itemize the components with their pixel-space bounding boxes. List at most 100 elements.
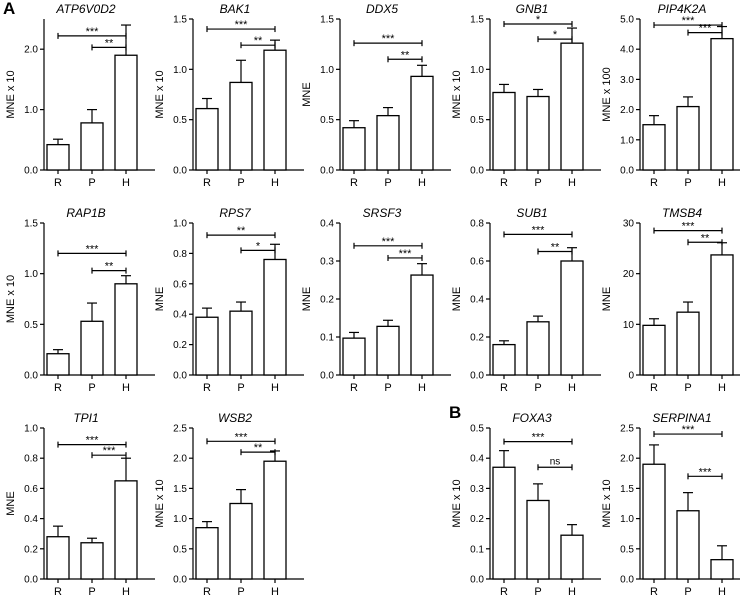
y-tick-label: 0.2 (320, 295, 334, 306)
x-tick-label: P (534, 382, 541, 394)
y-tick-label: 0.5 (173, 544, 187, 555)
y-tick-label: 0.3 (470, 484, 484, 495)
x-tick-label: P (534, 586, 541, 595)
bar-r (642, 463, 666, 580)
y-axis-label: MNE (301, 82, 313, 106)
y-tick-label: 0.5 (470, 424, 484, 435)
sig-label: *** (103, 445, 117, 457)
chart-serpina1: SERPINA1 0.0 0.5 1.0 1.5 2.0 2.5 MNE x 10 R P H ***… (601, 411, 740, 595)
bar-p (229, 310, 253, 376)
x-tick-label: P (88, 177, 95, 189)
chart-title: SUB1 (516, 206, 547, 220)
chart-gnb1: GNB1 0.0 0.5 1.0 1.5 MNE x 10 R P H * * (451, 2, 601, 189)
sig-label: * (536, 14, 541, 26)
bar-h (263, 460, 287, 580)
y-tick-label: 0.5 (320, 115, 334, 126)
y-tick-label: 20 (623, 269, 635, 280)
bar-p (229, 502, 253, 580)
sig-label: ns (550, 456, 561, 467)
sig-label: ** (254, 442, 263, 454)
chart-title: TMSB4 (662, 206, 702, 220)
y-tick-label: 0.4 (24, 514, 38, 525)
bar-h (710, 559, 734, 580)
x-tick-label: H (271, 177, 279, 189)
bar-p (526, 321, 550, 376)
y-tick-label: 0.2 (173, 340, 187, 351)
sig-label: *** (532, 432, 546, 444)
y-tick-label: 1.0 (320, 65, 334, 76)
y-axis-label: MNE (5, 491, 17, 515)
y-axis-label: MNE x 10 (154, 70, 166, 118)
sig-label: * (553, 29, 558, 41)
x-tick-label: H (718, 586, 726, 595)
y-axis-label: MNE x 10 (154, 479, 166, 527)
chart-tpi1: TPI1 0.0 0.2 0.4 0.6 0.8 1.0 MNE R P H ****** (5, 411, 155, 595)
sig-label: *** (682, 221, 696, 233)
bar-r (46, 536, 70, 580)
bar-p (376, 325, 400, 376)
y-tick-label: 0.0 (470, 371, 484, 382)
y-tick-label: 0.0 (24, 166, 38, 177)
sig-label: *** (235, 431, 249, 443)
chart-foxa3: FOXA3 0.0 0.1 0.2 0.3 0.4 0.5 MNE x 10 R P H *** ns (451, 411, 601, 595)
x-tick-label: H (568, 382, 576, 394)
bar-h (560, 260, 584, 376)
bar-p (80, 320, 104, 376)
chart-title: SRSF3 (363, 206, 402, 220)
y-tick-label: 2.5 (620, 424, 634, 435)
sig-label: *** (682, 15, 696, 27)
bar-p (229, 81, 253, 171)
y-tick-label: 0.0 (173, 166, 187, 177)
sig-label: *** (532, 224, 546, 236)
panel-letter-b: B (449, 403, 462, 422)
y-tick-label: 2.5 (173, 424, 187, 435)
y-tick-label: 1.5 (24, 219, 38, 230)
sig-label: ** (237, 225, 246, 237)
y-axis-label: MNE x 10 (601, 479, 613, 527)
sig-label: ** (105, 261, 114, 273)
y-tick-label: 0.0 (320, 166, 334, 177)
x-tick-label: P (237, 586, 244, 595)
y-tick-label: 1.5 (173, 484, 187, 495)
x-tick-label: R (54, 382, 62, 394)
bar-h (710, 37, 734, 171)
y-axis-label: MNE x 10 (451, 479, 463, 527)
sig-label: *** (382, 33, 396, 45)
x-tick-label: H (122, 177, 130, 189)
y-axis-label: MNE (601, 287, 613, 311)
chart-title: RAP1B (66, 206, 105, 220)
y-tick-label: 1.5 (620, 484, 634, 495)
x-tick-label: P (88, 382, 95, 394)
y-tick-label: 4.0 (620, 45, 634, 56)
x-tick-label: P (684, 177, 691, 189)
sig-label: *** (86, 243, 100, 255)
bar-p (526, 499, 550, 580)
sig-label: * (256, 240, 261, 252)
x-tick-label: P (237, 177, 244, 189)
bar-r (195, 527, 219, 580)
bar-r (195, 316, 219, 376)
y-axis-label: MNE x 10 (5, 275, 17, 323)
y-tick-label: 0.3 (320, 257, 334, 268)
y-tick-label: 0 (628, 371, 634, 382)
x-tick-label: P (384, 177, 391, 189)
y-tick-label: 0.6 (470, 257, 484, 268)
y-tick-label: 2.0 (620, 105, 634, 116)
bar-h (410, 274, 434, 376)
y-tick-label: 1.0 (470, 65, 484, 76)
x-tick-label: H (122, 382, 130, 394)
sig-label: *** (699, 466, 713, 478)
y-tick-label: 0.0 (470, 166, 484, 177)
bar-p (676, 510, 700, 580)
bar-r (492, 91, 516, 171)
y-tick-label: 0.1 (470, 544, 484, 555)
sig-label: ** (701, 232, 710, 244)
x-tick-label: R (350, 382, 358, 394)
x-tick-label: R (650, 177, 658, 189)
y-tick-label: 0.0 (24, 575, 38, 586)
sig-label: *** (682, 424, 696, 436)
y-tick-label: 1.0 (24, 269, 38, 280)
bar-r (342, 337, 366, 376)
bar-p (526, 95, 550, 171)
